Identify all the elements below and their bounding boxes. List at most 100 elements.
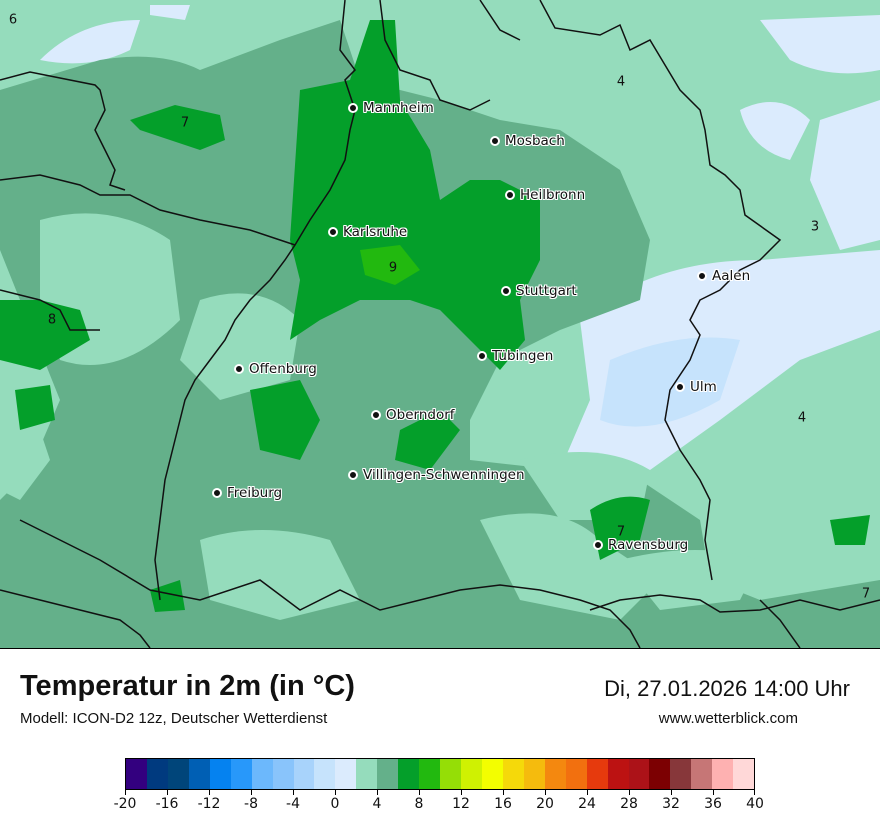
colorbar-segment [481,759,503,789]
colorbar-tick [251,790,252,795]
city-ulm: Ulm [675,379,717,395]
valid-datetime: Di, 27.01.2026 14:00 Uhr [604,676,850,701]
colorbar-tick [713,790,714,795]
contour-label: 8 [47,312,57,328]
colorbar-segment [461,759,482,789]
city-label: Villingen-Schwenningen [363,467,525,483]
colorbar-tick [125,790,126,795]
colorbar-tick-label: -8 [244,796,258,812]
colorbar-tick [377,790,378,795]
colorbar-tick-label: 12 [452,796,470,812]
city-heilbronn: Heilbronn [505,187,585,203]
city-marker-icon [505,190,515,200]
colorbar-segment [440,759,461,789]
contour-label: 7 [180,115,190,131]
website-credit: www.wetterblick.com [658,710,798,727]
colorbar-segment [649,759,671,789]
colorbar-tick-label: 8 [414,796,424,812]
city-label: Ravensburg [608,537,689,553]
colorbar-segment [188,759,210,789]
colorbar-segment [272,759,294,789]
colorbar-tick [754,790,755,795]
colorbar-segment [419,759,441,789]
colorbar-ticks: -20 -16 -12 -8 -4 0 4 8 12 16 20 24 28 32 36 40 [114,790,764,820]
colorbar-tick-label: 4 [372,796,382,812]
city-label: Aalen [712,268,751,284]
colorbar-segment [230,759,252,789]
city-offenburg: Offenburg [234,361,317,377]
colorbar-tick-label: 36 [704,796,722,812]
colorbar-tick-label: 32 [662,796,680,812]
colorbar-segment [670,759,692,789]
city-marker-icon [328,227,338,237]
colorbar-tick [671,790,672,795]
city-label: Mosbach [505,133,565,149]
city-marker-icon [348,470,358,480]
colorbar-segment [314,759,336,789]
colorbar-tick-label: -12 [197,796,221,812]
city-villingen-schwenningen: Villingen-Schwenningen [348,467,525,483]
city-karlsruhe: Karlsruhe [328,224,407,240]
city-label: Heilbronn [520,187,586,203]
city-aalen: Aalen [697,268,750,284]
city-stuttgart: Stuttgart [501,283,577,299]
temperature-colorbar [125,758,755,790]
colorbar-segment [607,759,629,789]
colorbar-tick [503,790,504,795]
colorbar-tick [167,790,168,795]
colorbar-segment [691,759,713,789]
city-label: Freiburg [227,485,283,501]
colorbar-tick [419,790,420,795]
contour-label: 7 [616,524,626,540]
colorbar-segment [502,759,524,789]
colorbar-tick-label: 16 [494,796,512,812]
city-oberndorf: Oberndorf [371,407,455,423]
colorbar-segment [209,759,231,789]
city-marker-icon [477,351,487,361]
city-marker-icon [348,103,358,113]
colorbar-segment [544,759,566,789]
colorbar-tick-label: 24 [578,796,596,812]
contour-label: 6 [8,12,18,28]
city-label: Mannheim [363,100,434,116]
contour-label: 4 [616,74,626,90]
model-source: Modell: ICON-D2 12z, Deutscher Wetterdie… [20,710,328,727]
colorbar-segment [398,759,420,789]
colorbar-tick-label: 20 [536,796,554,812]
colorbar-segment [146,759,168,789]
city-mosbach: Mosbach [490,133,565,149]
colorbar-tick [545,790,546,795]
colorbar-tick-label: 28 [620,796,638,812]
city-marker-icon [593,540,603,550]
city-ravensburg: Ravensburg [593,537,688,553]
colorbar-tick-label: -16 [155,796,179,812]
contour-label: 4 [797,410,807,426]
city-freiburg: Freiburg [212,485,282,501]
colorbar-segment [733,759,755,789]
colorbar-tick [209,790,210,795]
colorbar-segment [356,759,378,789]
city-marker-icon [234,364,244,374]
colorbar-tick-label: 0 [330,796,340,812]
colorbar-tick [587,790,588,795]
colorbar-segment [565,759,587,789]
colorbar-segment [251,759,273,789]
city-marker-icon [371,410,381,420]
city-tuebingen: Tübingen [477,348,553,364]
colorbar-tick [335,790,336,795]
city-label: Tübingen [492,348,554,364]
colorbar-segment [293,759,315,789]
city-label: Oberndorf [386,407,455,423]
colorbar-tick-label: -4 [286,796,300,812]
contour-label: 7 [861,586,871,602]
colorbar-tick-label: -20 [113,796,137,812]
colorbar-segment [167,759,189,789]
city-label: Offenburg [249,361,317,377]
colorbar-tick [461,790,462,795]
city-marker-icon [501,286,511,296]
colorbar-segment [377,759,399,789]
map-title: Temperatur in 2m (in °C) [20,670,355,702]
contour-label: 9 [388,260,398,276]
city-label: Stuttgart [516,283,577,299]
colorbar-segment [586,759,608,789]
